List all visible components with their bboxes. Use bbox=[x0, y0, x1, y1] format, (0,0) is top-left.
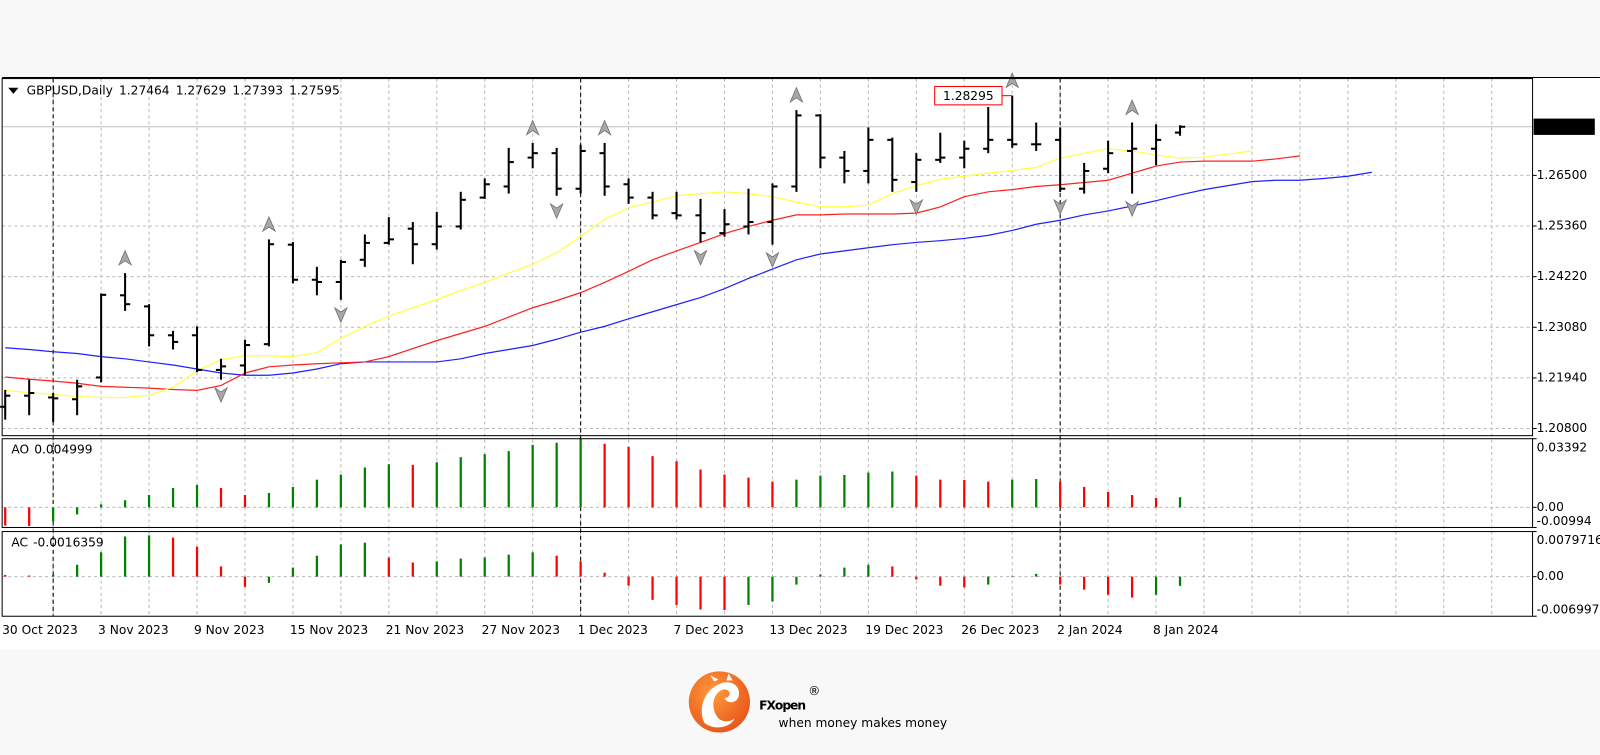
menu-triangle bbox=[8, 87, 19, 94]
x-tick-label: 19 Dec 2023 bbox=[865, 623, 943, 637]
x-tick-label: 30 Oct 2023 bbox=[2, 623, 78, 637]
current-price-label: 1.27595 bbox=[1537, 120, 1588, 134]
y-tick-label: 1.20800 bbox=[1537, 421, 1588, 435]
fractal-down bbox=[765, 251, 780, 269]
panel-frame bbox=[1, 438, 1534, 528]
current-price-box bbox=[1533, 118, 1595, 135]
fractal-down bbox=[549, 202, 564, 220]
panel-frame bbox=[1, 78, 1534, 437]
x-tick-label: 7 Dec 2023 bbox=[673, 623, 743, 637]
y-tick-label: 0.00 bbox=[1537, 569, 1564, 583]
logo-brand-accent: open bbox=[775, 699, 805, 713]
x-tick-label: 3 Nov 2023 bbox=[98, 623, 169, 637]
x-tick-label: 26 Dec 2023 bbox=[961, 623, 1039, 637]
y-tick-label: -0.006997 bbox=[1537, 603, 1600, 617]
moving-average-line bbox=[5, 171, 1372, 376]
fractal-down bbox=[1125, 200, 1140, 218]
logo-dragon bbox=[701, 682, 740, 728]
y-tick-label: -0.00994 bbox=[1537, 514, 1592, 528]
fractal-up bbox=[597, 119, 612, 136]
header-close: 1.27595 bbox=[289, 83, 340, 97]
logo-tagline: when money makes money bbox=[779, 716, 948, 730]
logo: FX open® when money makes money bbox=[688, 671, 948, 733]
x-tick-label: 21 Nov 2023 bbox=[386, 623, 464, 637]
y-tick-label: 1.26500 bbox=[1537, 168, 1588, 182]
fractal-down bbox=[1053, 198, 1068, 216]
chart-title: GBPUSD,Daily bbox=[27, 83, 113, 97]
fractal-up bbox=[261, 215, 276, 233]
header-low: 1.27393 bbox=[232, 83, 283, 97]
fractal-up bbox=[1125, 99, 1140, 116]
panel-frame bbox=[1, 531, 1534, 617]
fractal-down bbox=[333, 306, 348, 324]
fractal-up bbox=[525, 119, 540, 136]
y-tick-label: 0.00 bbox=[1537, 500, 1564, 514]
header-open: 1.27464 bbox=[119, 83, 170, 97]
indicator-value: -0.0016359 bbox=[33, 535, 104, 549]
x-tick-label: 15 Nov 2023 bbox=[290, 623, 368, 637]
logo-mark: ® bbox=[808, 684, 820, 698]
y-tick-label: 0.03392 bbox=[1537, 440, 1588, 454]
indicator-title: AC bbox=[11, 535, 28, 549]
fractal-up bbox=[118, 249, 133, 267]
indicator-value: 0.004999 bbox=[34, 442, 92, 456]
fractal-up bbox=[789, 86, 804, 104]
fractal-down bbox=[909, 198, 924, 216]
x-tick-label: 2 Jan 2024 bbox=[1057, 623, 1123, 637]
fractal-down bbox=[693, 249, 708, 266]
logo-brand: FX bbox=[759, 699, 776, 713]
fractal-down bbox=[213, 386, 229, 404]
x-tick-label: 9 Nov 2023 bbox=[194, 623, 265, 637]
fractal-up bbox=[1005, 72, 1020, 89]
x-tick-label: 8 Jan 2024 bbox=[1153, 623, 1219, 637]
y-tick-label: 1.23080 bbox=[1537, 320, 1588, 334]
x-tick-label: 27 Nov 2023 bbox=[482, 623, 560, 637]
y-tick-label: 1.25360 bbox=[1537, 219, 1588, 233]
y-tick-label: 1.21940 bbox=[1537, 370, 1588, 384]
logo-horns bbox=[710, 673, 733, 682]
chart-area bbox=[0, 77, 1600, 649]
y-tick-label: 0.0079716 bbox=[1537, 533, 1600, 547]
y-tick-label: 1.24220 bbox=[1537, 269, 1588, 283]
x-tick-label: 1 Dec 2023 bbox=[578, 623, 648, 637]
high-label-box bbox=[934, 85, 1003, 106]
x-tick-label: 13 Dec 2023 bbox=[769, 623, 847, 637]
high-label: 1.28295 bbox=[943, 89, 994, 103]
indicator-title: AO bbox=[11, 442, 29, 456]
moving-average-line bbox=[5, 148, 1253, 399]
header-high: 1.27629 bbox=[176, 83, 227, 97]
